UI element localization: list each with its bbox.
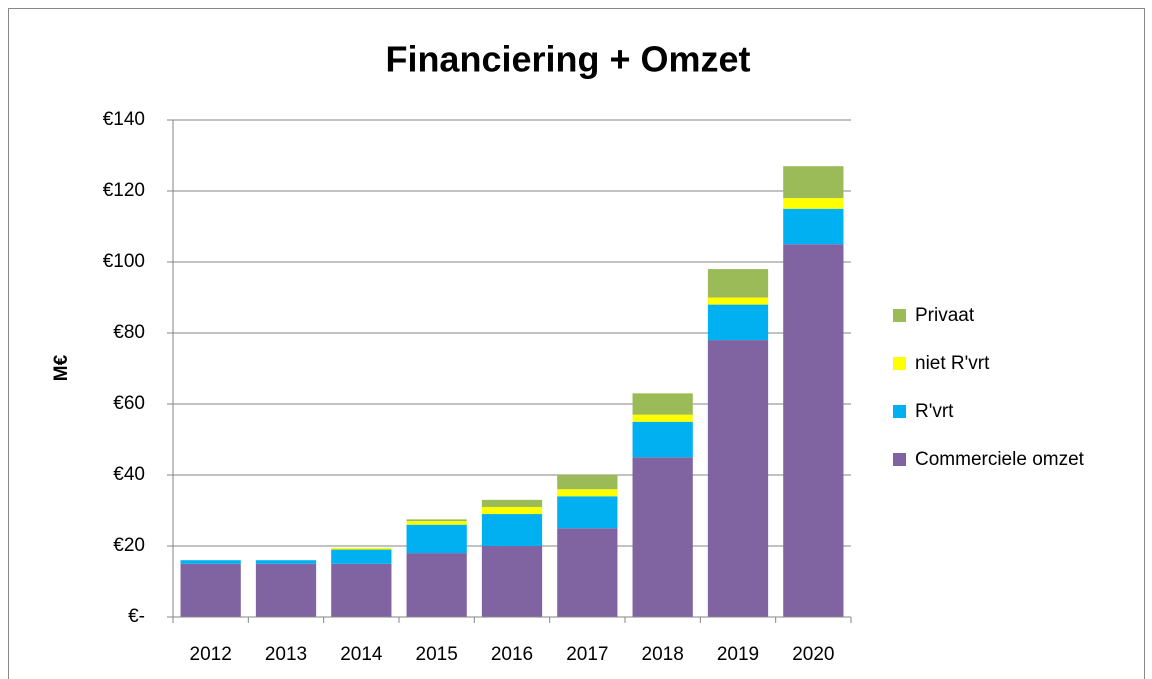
bar-segment [707, 269, 769, 298]
bar-segment [481, 499, 543, 507]
bar-segment [783, 208, 844, 245]
bar-segment [632, 414, 693, 422]
y-tick-label: €120 [103, 180, 145, 201]
x-tick-label: 2014 [340, 644, 383, 665]
bar-segment [632, 457, 693, 617]
bar-segment [406, 553, 467, 617]
bar-segment [707, 297, 769, 305]
legend-swatch [893, 309, 906, 322]
bar-segment [255, 560, 317, 564]
chart-title: Financiering + Omzet [385, 39, 750, 80]
bar-segment [707, 304, 769, 341]
x-tick-label: 2012 [190, 644, 232, 665]
bar-segment [481, 514, 543, 546]
bar-segment [632, 421, 693, 458]
x-tick-label: 2019 [717, 644, 759, 665]
bar-segment [406, 524, 467, 554]
bar-segment [632, 393, 693, 415]
bar-segment [481, 546, 543, 617]
y-tick-label: €80 [113, 322, 145, 343]
legend-swatch [893, 357, 906, 370]
x-tick-label: 2015 [416, 644, 458, 665]
bar-segment [783, 166, 844, 199]
legend-label: Commerciele omzet [915, 449, 1085, 470]
legend-label: Privaat [915, 305, 975, 326]
y-tick-label: €20 [113, 535, 145, 556]
bar-segment [783, 198, 844, 209]
y-tick-label: €140 [103, 109, 145, 130]
y-tick-label: €40 [113, 464, 145, 485]
legend-label: niet R'vrt [915, 353, 990, 374]
x-tick-label: 2018 [642, 644, 684, 665]
bar-segment [557, 489, 618, 497]
bar-segment [406, 521, 467, 525]
legend-label: R'vrt [915, 401, 954, 422]
x-tick-label: 2020 [792, 644, 834, 665]
bar-segment [255, 563, 317, 617]
y-tick-label: €60 [113, 393, 145, 414]
bar-segment [331, 563, 392, 617]
y-axis-label: M€ [51, 354, 72, 381]
bar-segment [783, 244, 844, 617]
bar-segment [707, 340, 769, 617]
y-tick-label: €- [128, 606, 145, 627]
bar-segment [557, 496, 618, 529]
bar-segment [557, 475, 618, 490]
bar-segment [406, 519, 467, 522]
bar-segment [331, 547, 392, 550]
x-tick-label: 2017 [566, 644, 608, 665]
bar-segment [481, 506, 543, 515]
bar-segment [557, 528, 618, 617]
bar-segment [331, 549, 392, 564]
y-tick-label: €100 [103, 251, 145, 272]
legend-swatch [893, 405, 906, 418]
legend-swatch [893, 453, 906, 466]
x-tick-label: 2013 [265, 644, 307, 665]
x-tick-label: 2016 [491, 644, 533, 665]
bar-segment [180, 560, 241, 564]
bar-segment [180, 563, 241, 617]
